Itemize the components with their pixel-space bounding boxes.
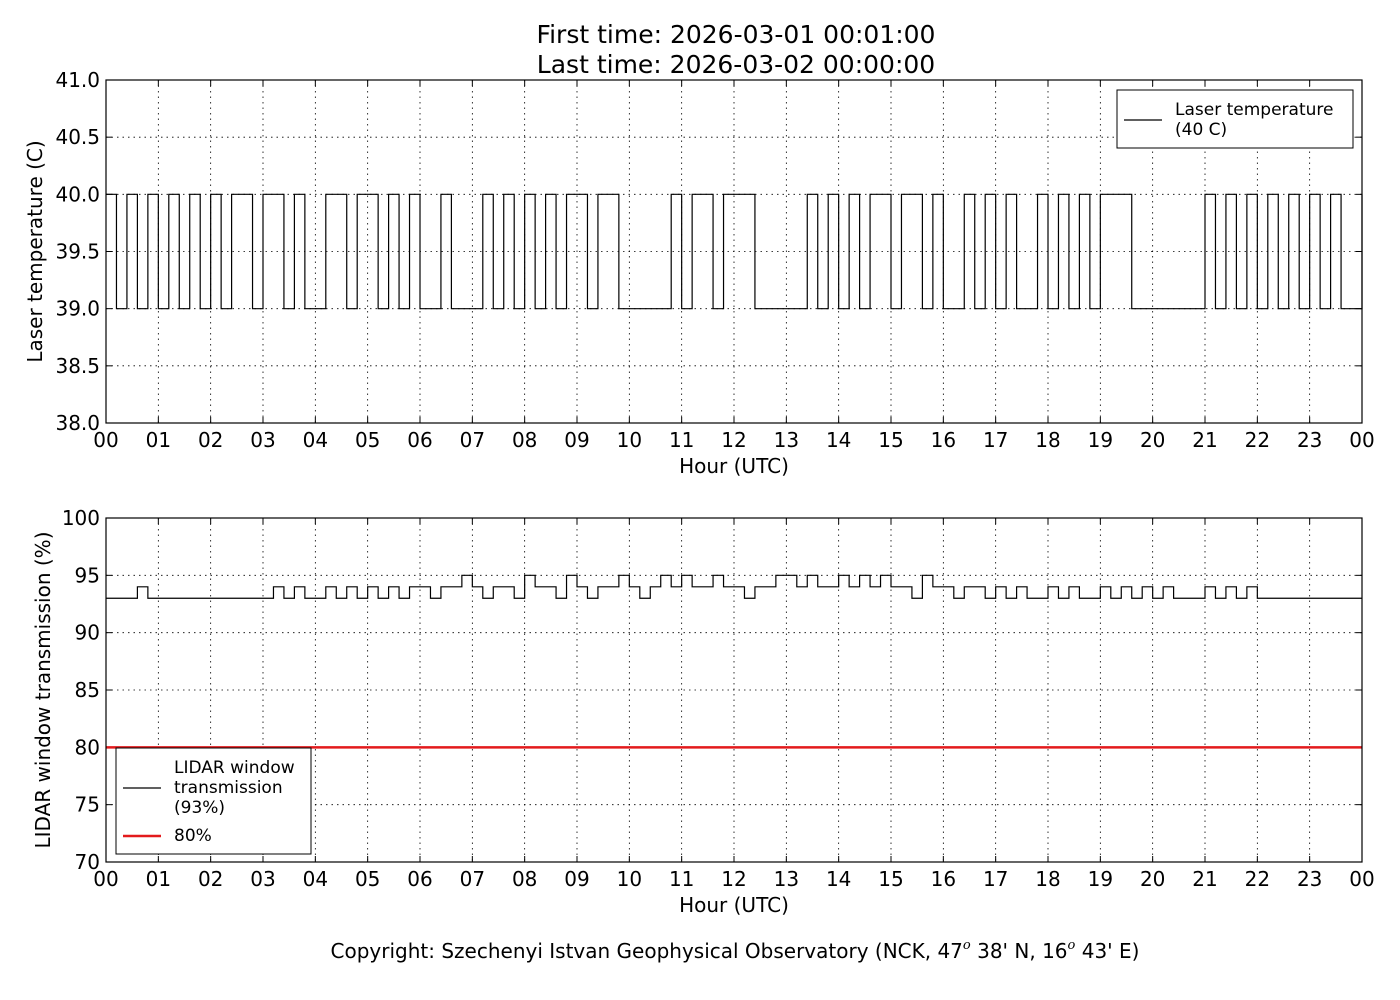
x-tick-label: 08: [512, 867, 537, 891]
x-tick-label: 22: [1245, 428, 1270, 452]
legend-box: [1116, 89, 1354, 149]
y-tick-label: 40.5: [55, 125, 100, 149]
x-tick-label: 06: [407, 867, 432, 891]
x-tick-label: 14: [826, 428, 851, 452]
x-tick-label: 20: [1140, 428, 1165, 452]
y-tick-label: 70: [75, 850, 100, 874]
x-tick-label: 01: [146, 867, 171, 891]
x-tick-label: 00: [93, 867, 118, 891]
x-tick-label: 16: [931, 867, 956, 891]
footer-sup: o: [963, 938, 971, 953]
data-line: [106, 193, 1363, 310]
x-tick-label: 04: [303, 428, 328, 452]
x-tick-label: 04: [303, 867, 328, 891]
y-tick-label: 41.0: [55, 68, 100, 92]
x-tick-label: 19: [1088, 867, 1113, 891]
y-tick-label: 100: [62, 506, 100, 530]
footer-text: 38' N, 16: [971, 939, 1068, 963]
y-axis-label: LIDAR window transmission (%): [31, 532, 55, 849]
x-tick-label: 23: [1297, 867, 1322, 891]
plot-frame: [105, 79, 1363, 424]
y-tick-label: 85: [75, 678, 100, 702]
y-tick-label: 39.0: [55, 297, 100, 321]
plot-frame: [105, 517, 1363, 863]
footer-text: Copyright: Szechenyi Istvan Geophysical …: [331, 939, 963, 963]
footer-text: 43' E): [1075, 939, 1139, 963]
x-tick-label: 14: [826, 867, 851, 891]
x-tick-label: 01: [146, 428, 171, 452]
legend-label-line: Laser temperature: [1175, 100, 1333, 120]
x-tick-label: 03: [250, 428, 275, 452]
x-tick-label: 13: [774, 867, 799, 891]
legend-label: 80%: [174, 826, 212, 846]
y-tick-label: 95: [75, 563, 100, 587]
x-tick-label: 21: [1192, 867, 1217, 891]
x-tick-label: 17: [983, 428, 1008, 452]
x-tick-label: 23: [1297, 428, 1322, 452]
x-tick-label: 15: [878, 428, 903, 452]
x-tick-label: 07: [460, 867, 485, 891]
x-axis-label: Hour (UTC): [679, 454, 789, 478]
x-tick-label: 08: [512, 428, 537, 452]
y-tick-label: 75: [75, 793, 100, 817]
legend-label-line: (93%): [174, 798, 225, 818]
x-tick-label: 09: [564, 428, 589, 452]
x-tick-label: 02: [198, 867, 223, 891]
footer-sup: o: [1068, 938, 1076, 953]
x-tick-label: 19: [1088, 428, 1113, 452]
y-tick-label: 39.5: [55, 240, 100, 264]
y-tick-label: 38.5: [55, 354, 100, 378]
footer: Copyright: Szechenyi Istvan Geophysical …: [331, 938, 1140, 963]
x-tick-label: 10: [617, 428, 642, 452]
x-tick-label: 22: [1245, 867, 1270, 891]
y-tick-label: 90: [75, 621, 100, 645]
y-tick-label: 38.0: [55, 411, 100, 435]
x-tick-label: 06: [407, 428, 432, 452]
subtitle: Last time: 2026-03-02 00:00:00: [537, 50, 935, 79]
x-tick-label: 13: [774, 428, 799, 452]
x-tick-label: 21: [1192, 428, 1217, 452]
legend-label-line: LIDAR window: [174, 758, 295, 778]
x-tick-label: 05: [355, 867, 380, 891]
title: First time: 2026-03-01 00:01:00: [537, 20, 936, 49]
y-tick-label: 40.0: [55, 182, 100, 206]
x-tick-label: 20: [1140, 867, 1165, 891]
x-tick-label: 18: [1035, 867, 1060, 891]
x-tick-label: 15: [878, 867, 903, 891]
legend-label: LIDAR window transmission (93%): [174, 758, 295, 818]
x-tick-label: 09: [564, 867, 589, 891]
x-tick-label: 00: [1349, 867, 1374, 891]
x-tick-label: 05: [355, 428, 380, 452]
x-tick-label: 12: [721, 428, 746, 452]
x-tick-label: 11: [669, 867, 694, 891]
x-tick-label: 11: [669, 428, 694, 452]
y-tick-label: 80: [75, 735, 100, 759]
x-tick-label: 03: [250, 867, 275, 891]
x-tick-label: 16: [931, 428, 956, 452]
x-tick-label: 17: [983, 867, 1008, 891]
x-tick-label: 18: [1035, 428, 1060, 452]
x-tick-label: 00: [1349, 428, 1374, 452]
y-axis-label: Laser temperature (C): [23, 140, 47, 362]
legend-label-line: 80%: [174, 826, 212, 846]
legend-label: Laser temperature (40 C): [1175, 100, 1333, 140]
legend-label-line: (40 C): [1175, 120, 1227, 140]
x-tick-label: 07: [460, 428, 485, 452]
x-tick-label: 12: [721, 867, 746, 891]
x-tick-label: 02: [198, 428, 223, 452]
legend-label-line: transmission: [174, 778, 283, 798]
data-line: [106, 574, 1362, 599]
x-tick-label: 10: [617, 867, 642, 891]
x-axis-label: Hour (UTC): [679, 893, 789, 917]
x-tick-label: 00: [93, 428, 118, 452]
